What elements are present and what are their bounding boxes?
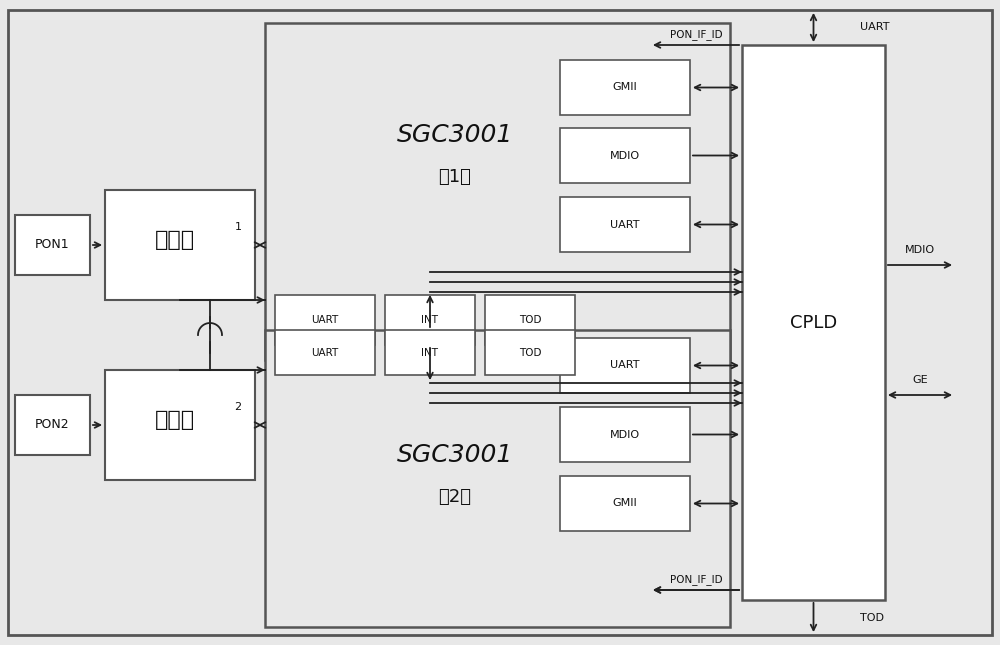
Text: UART: UART — [311, 348, 339, 357]
Text: SGC3001: SGC3001 — [397, 123, 513, 147]
Bar — [275, 295, 375, 345]
Text: 光模块: 光模块 — [155, 230, 195, 250]
Text: INT: INT — [422, 315, 438, 325]
Bar — [385, 295, 475, 345]
Text: UART: UART — [311, 315, 339, 325]
Text: UART: UART — [610, 361, 640, 370]
Bar — [485, 295, 575, 345]
Text: GE: GE — [912, 375, 928, 385]
Text: MDIO: MDIO — [610, 430, 640, 439]
Text: SGC3001: SGC3001 — [397, 443, 513, 467]
Bar — [15, 215, 90, 275]
Bar — [15, 395, 90, 455]
Text: UART: UART — [610, 219, 640, 230]
Bar — [560, 60, 690, 115]
Text: TOD: TOD — [860, 613, 884, 623]
Text: CPLD: CPLD — [790, 314, 837, 332]
Bar — [560, 197, 690, 252]
Text: GMII: GMII — [613, 83, 637, 92]
Text: PON_IF_ID: PON_IF_ID — [670, 30, 722, 41]
Text: 2: 2 — [234, 402, 242, 412]
Text: PON2: PON2 — [35, 419, 70, 432]
Bar — [560, 407, 690, 462]
Bar — [275, 330, 375, 375]
Bar — [385, 330, 475, 375]
Text: MDIO: MDIO — [610, 150, 640, 161]
Bar — [560, 128, 690, 183]
Text: TOD: TOD — [519, 348, 541, 357]
Bar — [485, 330, 575, 375]
Text: MDIO: MDIO — [905, 245, 935, 255]
Text: GMII: GMII — [613, 499, 637, 508]
Bar — [560, 476, 690, 531]
Text: TOD: TOD — [519, 315, 541, 325]
Bar — [105, 370, 255, 480]
Bar — [742, 45, 885, 600]
Text: PON_IF_ID: PON_IF_ID — [670, 575, 722, 586]
Text: UART: UART — [860, 22, 890, 32]
Bar — [105, 190, 255, 300]
Bar — [560, 338, 690, 393]
Text: PON1: PON1 — [35, 239, 70, 252]
Bar — [265, 23, 730, 360]
Text: （1）: （1） — [439, 168, 471, 186]
Text: 1: 1 — [234, 222, 242, 232]
Text: 光模块: 光模块 — [155, 410, 195, 430]
Bar — [265, 330, 730, 627]
Text: INT: INT — [422, 348, 438, 357]
Text: （2）: （2） — [438, 488, 472, 506]
